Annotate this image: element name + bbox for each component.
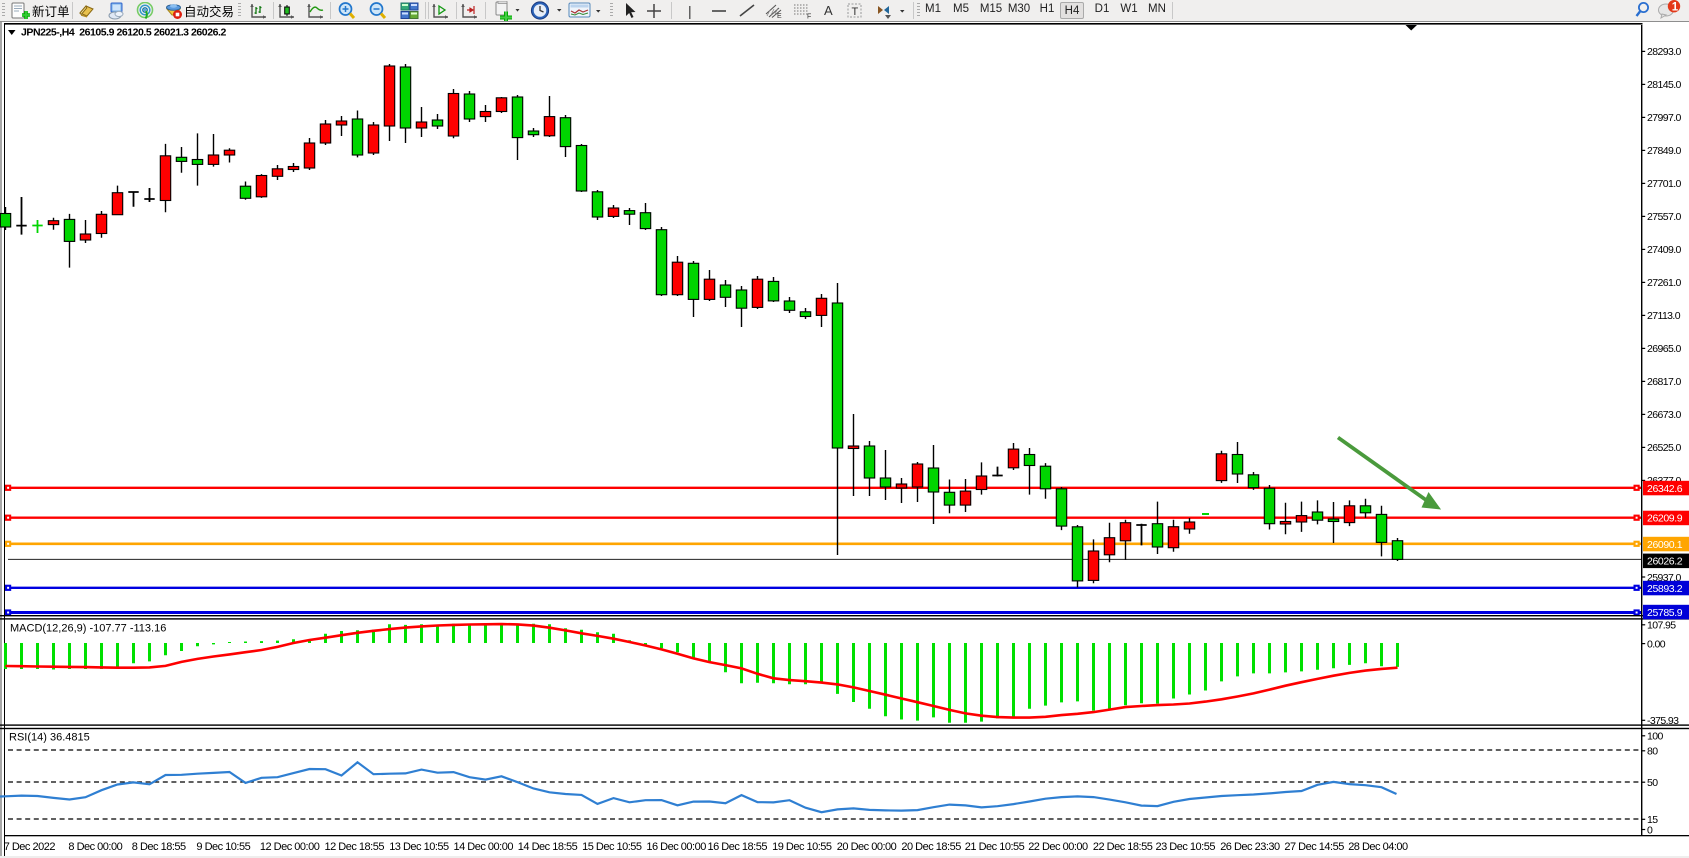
svg-text:26090.1: 26090.1: [1647, 539, 1683, 551]
svg-text:20 Dec 00:00: 20 Dec 00:00: [837, 841, 897, 853]
svg-text:27409.0: 27409.0: [1647, 244, 1682, 256]
svg-text:80: 80: [1647, 746, 1658, 758]
svg-text:27849.0: 27849.0: [1647, 145, 1682, 157]
svg-text:100: 100: [1647, 731, 1663, 743]
svg-text:20 Dec 18:55: 20 Dec 18:55: [901, 841, 961, 853]
svg-text:7 Dec 2022: 7 Dec 2022: [4, 841, 56, 853]
svg-text:13 Dec 10:55: 13 Dec 10:55: [389, 841, 449, 853]
svg-text:15: 15: [1647, 814, 1658, 826]
svg-text:16 Dec 18:55: 16 Dec 18:55: [708, 841, 768, 853]
svg-text:27997.0: 27997.0: [1647, 112, 1682, 124]
svg-text:21 Dec 10:55: 21 Dec 10:55: [965, 841, 1025, 853]
svg-text:15 Dec 10:55: 15 Dec 10:55: [582, 841, 642, 853]
svg-text:107.95: 107.95: [1647, 620, 1676, 632]
svg-text:28 Dec 04:00: 28 Dec 04:00: [1348, 841, 1408, 853]
svg-text:-375.93: -375.93: [1647, 715, 1679, 727]
svg-text:0: 0: [1647, 824, 1653, 836]
svg-text:26 Dec 23:30: 26 Dec 23:30: [1220, 841, 1280, 853]
svg-text:25893.2: 25893.2: [1647, 583, 1683, 595]
svg-text:50: 50: [1647, 777, 1658, 789]
svg-text:0.00: 0.00: [1647, 638, 1666, 650]
svg-text:22 Dec 00:00: 22 Dec 00:00: [1028, 841, 1088, 853]
svg-text:9 Dec 10:55: 9 Dec 10:55: [196, 841, 250, 853]
svg-text:27113.0: 27113.0: [1647, 310, 1681, 322]
svg-text:28293.0: 28293.0: [1647, 46, 1682, 58]
svg-text:19 Dec 10:55: 19 Dec 10:55: [772, 841, 832, 853]
svg-text:27 Dec 14:55: 27 Dec 14:55: [1284, 841, 1344, 853]
svg-text:26209.9: 26209.9: [1647, 513, 1683, 525]
svg-text:22 Dec 18:55: 22 Dec 18:55: [1093, 841, 1153, 853]
svg-text:16 Dec 00:00: 16 Dec 00:00: [646, 841, 706, 853]
svg-text:26673.0: 26673.0: [1647, 409, 1682, 421]
svg-text:14 Dec 00:00: 14 Dec 00:00: [454, 841, 514, 853]
svg-text:12 Dec 18:55: 12 Dec 18:55: [325, 841, 385, 853]
svg-text:8 Dec 18:55: 8 Dec 18:55: [132, 841, 186, 853]
svg-text:26965.0: 26965.0: [1647, 343, 1682, 355]
svg-text:25785.9: 25785.9: [1647, 607, 1683, 619]
svg-text:27701.0: 27701.0: [1647, 178, 1682, 190]
svg-text:12 Dec 00:00: 12 Dec 00:00: [260, 841, 320, 853]
svg-text:MACD(12,26,9) -107.77 -113.16: MACD(12,26,9) -107.77 -113.16: [10, 623, 166, 635]
svg-text:26342.6: 26342.6: [1647, 483, 1683, 495]
svg-text:23 Dec 10:55: 23 Dec 10:55: [1156, 841, 1216, 853]
svg-text:27557.0: 27557.0: [1647, 211, 1682, 223]
svg-text:26817.0: 26817.0: [1647, 376, 1682, 388]
svg-text:26525.0: 26525.0: [1647, 442, 1682, 454]
svg-text:8 Dec 00:00: 8 Dec 00:00: [68, 841, 122, 853]
svg-text:E: E: [777, 13, 782, 20]
svg-text:1: 1: [1672, 2, 1679, 14]
svg-text:RSI(14) 36.4815: RSI(14) 36.4815: [9, 732, 90, 744]
svg-text:27261.0: 27261.0: [1647, 277, 1682, 289]
svg-text:F: F: [807, 14, 811, 21]
svg-text:28145.0: 28145.0: [1647, 79, 1682, 91]
svg-text:14 Dec 18:55: 14 Dec 18:55: [518, 841, 578, 853]
svg-text:26026.2: 26026.2: [1647, 556, 1683, 568]
svg-text:T: T: [852, 6, 859, 18]
svg-text:JPN225-,H4 26105.9 26120.5 26: JPN225-,H4 26105.9 26120.5 26021.3 26026…: [21, 27, 226, 39]
